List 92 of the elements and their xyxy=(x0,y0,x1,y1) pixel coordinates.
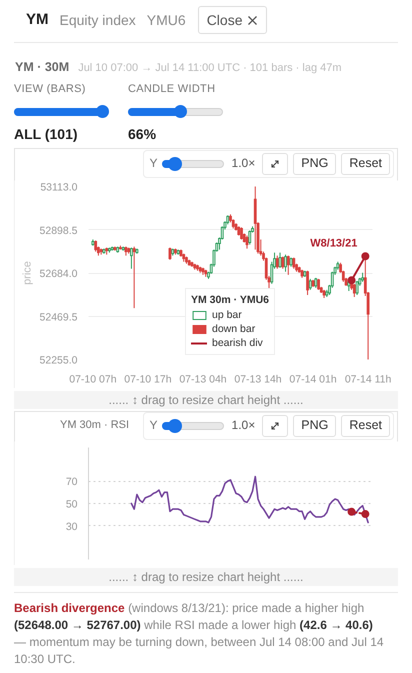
text: while RSI made a lower high xyxy=(144,617,296,634)
chart-subtitle: Jul 10 07:00 → Jul 14 11:00 UTC · 101 bars · lag 47m xyxy=(78,62,342,74)
candlestick xyxy=(254,186,257,250)
candlestick xyxy=(130,247,133,270)
x-tick-label: 07-10 17h xyxy=(124,374,172,386)
text: YM xyxy=(26,10,48,30)
candlestick xyxy=(108,247,111,254)
legend-label: down bar xyxy=(212,323,256,335)
candlestick xyxy=(290,257,292,268)
candlestick xyxy=(180,249,182,258)
y-axis-title: price xyxy=(22,261,34,285)
candlestick xyxy=(168,247,172,260)
candlestick xyxy=(100,248,103,256)
candlestick xyxy=(356,280,358,296)
text: YMU6 xyxy=(146,11,186,30)
annotation: W8/13/21 xyxy=(310,237,358,250)
candlestick xyxy=(202,267,204,276)
text: Reset xyxy=(341,415,390,437)
candlestick xyxy=(132,246,136,309)
candlestick xyxy=(322,289,326,298)
y-tick-label: 52684.0 xyxy=(40,268,78,280)
y-tick-label: 53113.0 xyxy=(40,182,78,194)
text: PNG xyxy=(293,153,336,175)
text: Equity index xyxy=(60,11,136,30)
candlestick xyxy=(136,248,138,254)
candlestick xyxy=(94,240,98,252)
candlestick xyxy=(278,252,282,268)
candlestick xyxy=(281,256,284,270)
x-tick-label: 07-13 04h xyxy=(179,374,227,386)
candlestick xyxy=(176,249,180,256)
text: Close xyxy=(198,6,268,34)
candlestick xyxy=(292,257,296,270)
candlestick xyxy=(182,253,186,262)
candlestick xyxy=(114,246,116,252)
text: 1.0× xyxy=(232,155,256,172)
candlestick xyxy=(127,247,130,254)
text: — momentum may be turning down, between Jul 14 08:00 and Jul 14 10:30 UTC. xyxy=(14,634,385,668)
text: Y xyxy=(150,417,158,434)
text: (42.6 → 40.6) xyxy=(300,617,373,634)
candlestick xyxy=(286,255,290,276)
text: ALL (101) xyxy=(14,125,78,144)
candlestick xyxy=(240,226,243,240)
candlestick xyxy=(174,248,177,256)
y-tick-label: 30 xyxy=(66,520,78,533)
text: PNG xyxy=(293,415,336,437)
candlestick xyxy=(361,272,364,282)
candlestick xyxy=(193,263,196,270)
candlestick xyxy=(204,269,208,278)
text: VIEW (BARS) xyxy=(14,82,86,97)
candlestick xyxy=(102,248,106,254)
legend-label: bearish div xyxy=(212,337,263,349)
chart-title: YM 30m · RSI xyxy=(60,418,130,434)
candlestick xyxy=(300,269,304,278)
candlestick xyxy=(276,255,279,270)
candlestick xyxy=(198,266,202,274)
x-tick-label: 07-10 07h xyxy=(69,374,117,386)
x-tick-label: 07-13 14h xyxy=(234,374,282,386)
candlestick xyxy=(196,264,199,272)
text: Bearish divergence xyxy=(14,600,125,617)
x-tick-label: 07-14 01h xyxy=(289,374,337,386)
candlestick xyxy=(119,245,122,250)
y-tick-label: 52255.0 xyxy=(40,354,78,366)
y-tick-label: 50 xyxy=(66,498,78,510)
candlestick xyxy=(312,279,314,288)
candlestick xyxy=(124,246,128,256)
text: 66% xyxy=(128,125,156,144)
candlestick xyxy=(91,239,94,246)
candlestick xyxy=(190,261,194,268)
candlestick xyxy=(246,234,248,250)
candlestick xyxy=(284,254,287,272)
candlestick xyxy=(185,256,188,264)
candlestick xyxy=(105,247,108,256)
y-tick-label: 52469.5 xyxy=(40,311,78,324)
legend-label: up bar xyxy=(212,309,242,321)
x-tick-label: 07-14 11h xyxy=(344,374,392,386)
text: Reset xyxy=(341,153,390,175)
text: 1.0× xyxy=(232,417,256,434)
candlestick xyxy=(325,289,328,298)
text: ...... ↕ drag to resize chart height ...... xyxy=(14,391,398,409)
candlestick xyxy=(317,278,320,290)
line-series xyxy=(130,476,369,524)
chart-title: YM · 30M xyxy=(15,60,70,74)
text: ...... ↕ drag to resize chart height ...... xyxy=(14,568,398,586)
candlestick xyxy=(352,283,356,298)
legend-title: YM 30m · YMU6 xyxy=(191,294,269,306)
candlestick xyxy=(306,270,309,296)
text: (windows 8/13/21): price made a higher high xyxy=(128,600,364,617)
y-tick-label: 70 xyxy=(66,476,78,488)
text: Y xyxy=(150,155,158,172)
text: CANDLE WIDTH xyxy=(128,82,216,97)
y-tick-label: 52898.5 xyxy=(40,224,78,237)
text: (52648.00 → 52767.00) xyxy=(14,617,141,634)
